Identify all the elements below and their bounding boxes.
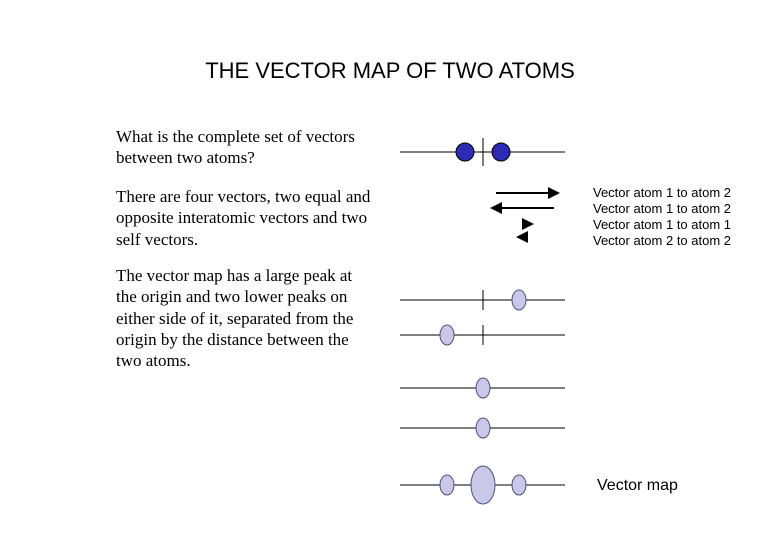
diagram-svg	[0, 0, 780, 540]
